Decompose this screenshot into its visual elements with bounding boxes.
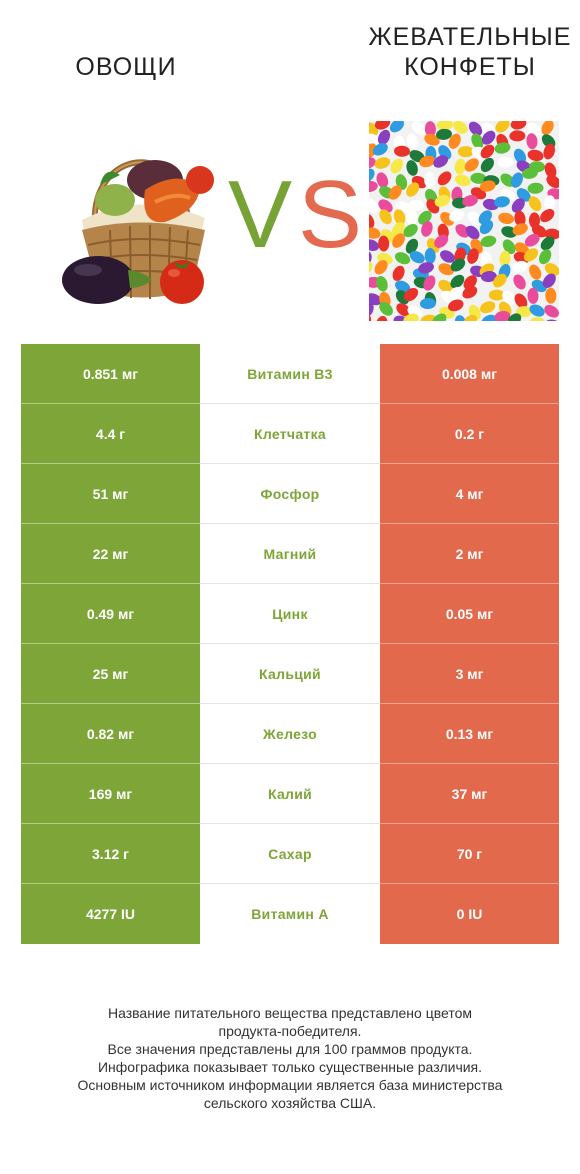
table-row: 0.851 мг Витамин B3 0.008 мг	[21, 344, 559, 404]
right-value-cell: 37 мг	[380, 764, 559, 824]
left-value-cell: 0.82 мг	[21, 704, 200, 764]
left-value-cell: 22 мг	[21, 524, 200, 584]
right-value-cell: 0.05 мг	[380, 584, 559, 644]
table-row: 25 мг Кальций 3 мг	[21, 644, 559, 704]
right-title-line1: ЖЕВАТЕЛЬНЫЕ	[368, 23, 572, 51]
table-row: 51 мг Фосфор 4 мг	[21, 464, 559, 524]
left-value-cell: 4.4 г	[21, 404, 200, 464]
right-title-line2: КОНФЕТЫ	[404, 53, 536, 81]
right-value-cell: 2 мг	[380, 524, 559, 584]
nutrient-name-cell: Клетчатка	[200, 404, 380, 464]
nutrient-name-cell: Витамин B3	[200, 344, 380, 404]
right-value-cell: 0 IU	[380, 884, 559, 944]
right-value-cell: 3 мг	[380, 644, 559, 704]
right-value-cell: 0.13 мг	[380, 704, 559, 764]
nutrient-name-cell: Калий	[200, 764, 380, 824]
left-value-cell: 51 мг	[21, 464, 200, 524]
table-row: 22 мг Магний 2 мг	[21, 524, 559, 584]
left-value-cell: 0.49 мг	[21, 584, 200, 644]
left-value-cell: 0.851 мг	[21, 344, 200, 404]
table-row: 0.49 мг Цинк 0.05 мг	[21, 584, 559, 644]
table-row: 169 мг Калий 37 мг	[21, 764, 559, 824]
comparison-table: 0.851 мг Витамин B3 0.008 мг 4.4 г Клетчатка…	[21, 344, 559, 944]
vegetable-basket-image	[62, 159, 214, 304]
right-value-cell: 70 г	[380, 824, 559, 884]
table-row: 0.82 мг Железо 0.13 мг	[21, 704, 559, 764]
nutrient-name-cell: Магний	[200, 524, 380, 584]
right-value-cell: 0.008 мг	[380, 344, 559, 404]
left-value-cell: 3.12 г	[21, 824, 200, 884]
right-product-title: ЖЕВАТЕЛЬНЫЕ КОНФЕТЫ	[360, 22, 580, 82]
table-row: 3.12 г Сахар 70 г	[21, 824, 559, 884]
jelly-beans-image	[369, 121, 559, 321]
left-value-cell: 169 мг	[21, 764, 200, 824]
footer-notes: Название питательного вещества представл…	[20, 1004, 560, 1112]
footer-line: сельского хозяйства США.	[203, 1095, 377, 1111]
nutrient-name-cell: Сахар	[200, 824, 380, 884]
right-value-cell: 4 мг	[380, 464, 559, 524]
nutrient-name-cell: Витамин A	[200, 884, 380, 944]
vs-letter-v: V	[228, 161, 293, 268]
nutrient-name-cell: Цинк	[200, 584, 380, 644]
footer-line: Название питательного вещества представл…	[107, 1005, 473, 1021]
left-value-cell: 25 мг	[21, 644, 200, 704]
nutrient-name-cell: Кальций	[200, 644, 380, 704]
table-row: 4.4 г Клетчатка 0.2 г	[21, 404, 559, 464]
footer-line: Инфографика показывает только существенн…	[97, 1059, 483, 1075]
nutrient-name-cell: Железо	[200, 704, 380, 764]
left-product-title: ОВОЩИ	[75, 53, 177, 81]
nutrient-name-cell: Фосфор	[200, 464, 380, 524]
vs-letter-s: S	[298, 161, 363, 268]
left-value-cell: 4277 IU	[21, 884, 200, 944]
footer-line: Все значения представлены для 100 граммо…	[107, 1041, 473, 1057]
footer-line: Основным источником информации является …	[77, 1077, 503, 1093]
right-value-cell: 0.2 г	[380, 404, 559, 464]
footer-line: продукта-победителя.	[218, 1023, 362, 1039]
